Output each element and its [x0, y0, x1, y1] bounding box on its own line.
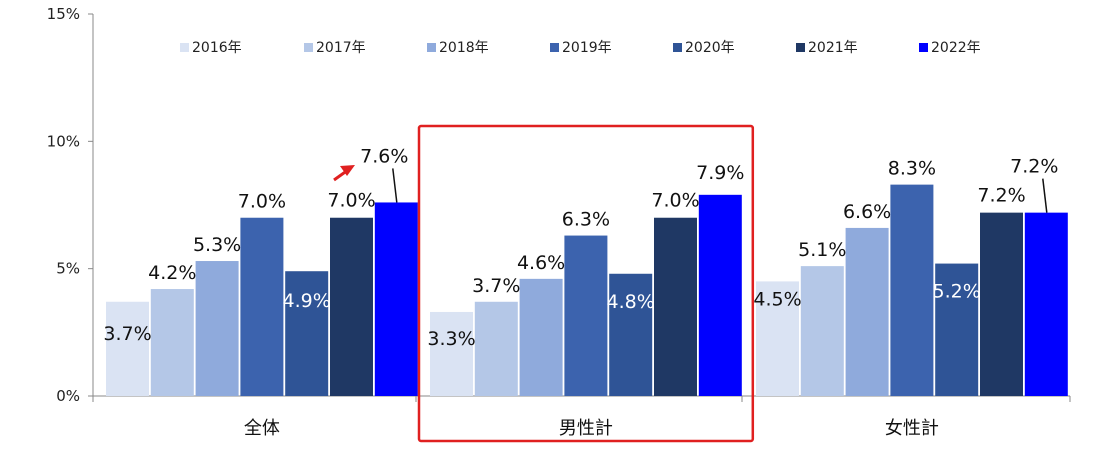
legend-label: 2016年	[192, 40, 242, 56]
y-tick-label: 0%	[56, 387, 80, 405]
leader-line	[1042, 178, 1048, 213]
data-label: 7.9%	[696, 162, 744, 184]
data-label: 7.6%	[360, 145, 408, 167]
data-label: 4.5%	[753, 288, 801, 310]
data-label: 6.6%	[843, 201, 891, 223]
data-label: 7.2%	[1010, 156, 1058, 178]
bar	[756, 281, 799, 396]
data-label: 7.0%	[651, 190, 699, 212]
legend-swatch	[427, 43, 436, 52]
category-label: 全体	[244, 418, 280, 439]
data-label: 4.8%	[607, 291, 655, 313]
y-tick-label: 5%	[56, 260, 80, 278]
legend-swatch	[919, 43, 928, 52]
bar	[698, 194, 742, 396]
bar	[654, 217, 697, 396]
bar	[240, 217, 284, 396]
data-label: 3.7%	[103, 323, 151, 345]
bars	[106, 184, 1068, 396]
data-label: 5.2%	[933, 281, 981, 303]
bar	[195, 261, 239, 396]
category-label: 女性計	[885, 418, 939, 439]
legend-swatch	[180, 43, 189, 52]
data-label: 7.0%	[327, 190, 375, 212]
bar	[980, 212, 1023, 396]
bar	[285, 271, 329, 396]
legend-label: 2017年	[316, 40, 366, 56]
data-label: 4.2%	[148, 262, 196, 284]
legend-label: 2018年	[439, 40, 489, 56]
leader-line	[392, 168, 398, 203]
data-label: 4.9%	[283, 290, 331, 312]
bar	[374, 202, 418, 396]
data-label: 5.3%	[193, 234, 241, 256]
data-label: 7.0%	[238, 191, 286, 213]
legend: 2016年 2017年 2018年 2019年 2020年 2021年 2022年	[180, 40, 981, 56]
bar	[1024, 212, 1068, 396]
annotations	[333, 124, 755, 443]
legend-swatch	[673, 43, 682, 52]
legend-swatch	[796, 43, 805, 52]
data-label: 6.3%	[562, 209, 610, 231]
bar	[106, 301, 149, 396]
bar	[800, 266, 844, 396]
bar	[609, 273, 653, 396]
bar	[330, 217, 373, 396]
data-labels: 3.7% 3.3% 4.5% 4.2% 3.7% 5.1% 5.3% 4.6% 6.6% 7.0%…	[103, 145, 1058, 350]
legend-swatch	[550, 43, 559, 52]
y-tick-label: 10%	[47, 132, 80, 150]
legend-label: 2021年	[808, 40, 858, 56]
category-label: 男性計	[559, 418, 613, 439]
legend-label: 2019年	[562, 40, 612, 56]
data-label: 8.3%	[888, 158, 936, 180]
data-label: 5.1%	[798, 239, 846, 261]
bar	[474, 301, 518, 396]
legend-label: 2022年	[931, 40, 981, 56]
bar	[935, 263, 979, 396]
data-label: 3.3%	[427, 328, 475, 350]
legend-label: 2020年	[685, 40, 735, 56]
bar	[430, 311, 473, 396]
legend-swatch	[304, 43, 313, 52]
bar	[890, 184, 934, 396]
bar	[150, 289, 194, 396]
highlight-box	[417, 124, 755, 443]
bar	[564, 235, 608, 396]
data-label: 3.7%	[472, 275, 520, 297]
data-label: 4.6%	[517, 252, 565, 274]
trend-arrow-head	[340, 165, 355, 176]
y-tick-label: 15%	[47, 5, 80, 23]
bar	[519, 278, 563, 396]
bar	[845, 227, 889, 396]
data-label: 7.2%	[977, 185, 1025, 207]
